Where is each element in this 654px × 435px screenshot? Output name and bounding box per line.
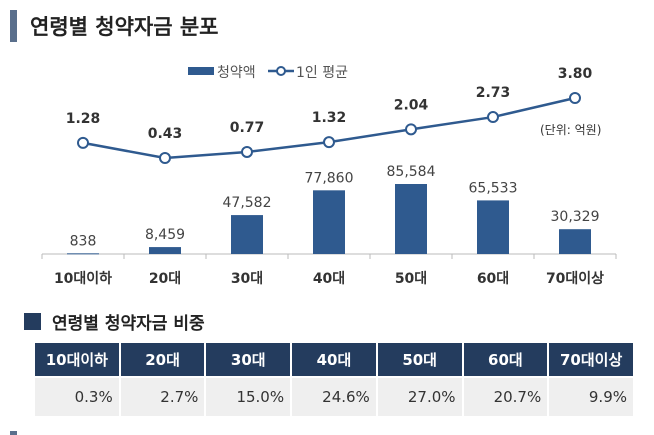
bar bbox=[149, 247, 181, 254]
bar-label: 85,584 bbox=[387, 164, 436, 180]
table-header: 40대 bbox=[290, 341, 378, 378]
table-cell: 27.0% bbox=[375, 376, 464, 418]
bar bbox=[313, 190, 345, 254]
bar-label: 838 bbox=[70, 233, 97, 249]
line-point bbox=[159, 152, 171, 164]
table-header-row: 10대이하 20대 30대 40대 50대 60대 70대이상 bbox=[33, 341, 635, 378]
x-tick-label: 50대 bbox=[395, 271, 427, 287]
line-point bbox=[569, 92, 581, 105]
legend-label: 1인 평균 bbox=[296, 65, 348, 81]
x-tick-label: 70대이상 bbox=[546, 270, 604, 287]
page-title: 연령별 청약자금 분포 bbox=[30, 15, 219, 39]
table-row: 0.3% 2.7% 15.0% 24.6% 27.0% 20.7% 9.9% bbox=[33, 376, 635, 418]
x-tick-label: 40대 bbox=[313, 271, 345, 287]
table-cell: 24.6% bbox=[290, 376, 378, 418]
unit-note: (단위: 억원) bbox=[540, 123, 601, 137]
line-label: 1.28 bbox=[66, 111, 101, 127]
bar-label: 30,329 bbox=[551, 209, 600, 225]
bar bbox=[67, 253, 99, 255]
table-header: 60대 bbox=[461, 341, 550, 378]
bar-label: 65,533 bbox=[469, 180, 518, 196]
section-title: 연령별 청약자금 비중 bbox=[52, 314, 205, 334]
line-point bbox=[323, 136, 335, 149]
line-label: 3.80 bbox=[558, 66, 593, 82]
table-header: 50대 bbox=[375, 341, 464, 378]
table-cell: 9.9% bbox=[547, 376, 635, 418]
table-header: 10대이하 bbox=[33, 341, 121, 378]
bar-label: 8,459 bbox=[145, 227, 185, 243]
line-point bbox=[241, 145, 253, 158]
x-tick-label: 30대 bbox=[231, 271, 263, 287]
line-label: 0.43 bbox=[148, 126, 183, 142]
table-header: 70대이상 bbox=[547, 341, 635, 378]
bar-label: 77,860 bbox=[305, 170, 354, 186]
line-point bbox=[405, 123, 417, 136]
bar bbox=[231, 215, 263, 254]
table-cell: 20.7% bbox=[461, 376, 550, 418]
share-table: 10대이하 20대 30대 40대 50대 60대 70대이상 0.3% 2.7% 15.0% 2… bbox=[33, 341, 635, 418]
table-header: 20대 bbox=[118, 341, 207, 378]
line-label: 1.32 bbox=[312, 110, 347, 126]
x-tick-label: 20대 bbox=[149, 271, 181, 287]
x-tick-label: 60대 bbox=[477, 271, 509, 287]
table-cell: 15.0% bbox=[204, 376, 293, 418]
title-accent bbox=[10, 10, 17, 42]
table-header: 30대 bbox=[204, 341, 293, 378]
table-cell: 2.7% bbox=[118, 376, 207, 418]
chart: 838 10대이하 8,459 20대 47,582 30대 77,860 40대 85,584… bbox=[41, 65, 617, 287]
bar-label: 47,582 bbox=[223, 195, 272, 211]
line-label: 2.73 bbox=[476, 85, 511, 101]
line-point bbox=[487, 111, 499, 124]
x-tick-label: 10대이하 bbox=[54, 270, 112, 287]
bar bbox=[477, 200, 509, 254]
section-marker bbox=[24, 313, 41, 330]
legend-label: 청약액 bbox=[217, 65, 256, 81]
legend-bar-swatch bbox=[188, 67, 214, 75]
line-label: 0.77 bbox=[230, 120, 265, 136]
bar bbox=[559, 229, 591, 254]
legend-point-swatch bbox=[276, 66, 286, 76]
table-cell: 0.3% bbox=[33, 376, 121, 418]
bar bbox=[395, 184, 427, 254]
line-point bbox=[77, 136, 89, 149]
footer-accent bbox=[10, 431, 17, 435]
line-label: 2.04 bbox=[394, 97, 429, 113]
